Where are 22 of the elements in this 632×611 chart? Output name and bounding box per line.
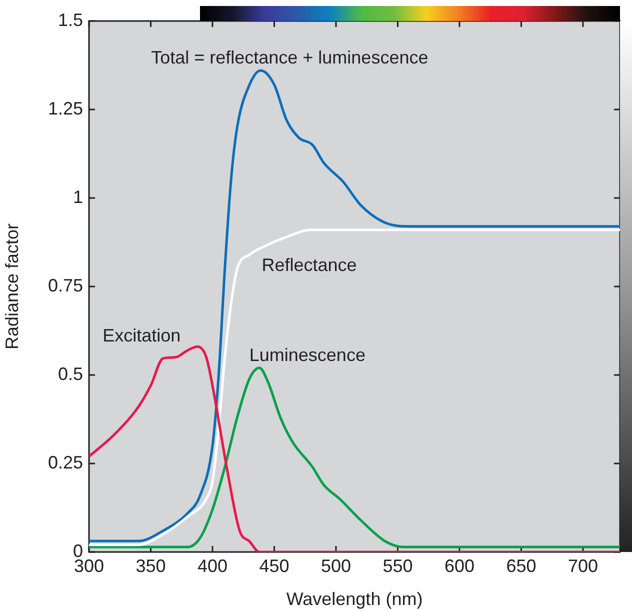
x-tick-label: 650 bbox=[506, 556, 536, 576]
x-tick-label: 400 bbox=[197, 556, 228, 576]
series-label: Excitation bbox=[102, 326, 181, 346]
y-tick-label: 1 bbox=[72, 186, 83, 207]
x-axis-title: Wavelength (nm) bbox=[286, 589, 423, 610]
line-series bbox=[89, 228, 620, 546]
x-tick-label: 350 bbox=[136, 556, 166, 576]
x-tick-label: 450 bbox=[259, 556, 290, 576]
x-tick-label: 550 bbox=[382, 556, 413, 576]
y-tick-label: 1.25 bbox=[48, 98, 83, 118]
y-tick-label: 0.75 bbox=[48, 275, 83, 296]
line-series bbox=[89, 69, 620, 542]
y-axis-title: Radiance factor bbox=[2, 223, 22, 350]
y-tick-label: 0.5 bbox=[58, 364, 83, 384]
series-label: Luminescence bbox=[249, 344, 366, 365]
x-tick-label: 500 bbox=[320, 556, 351, 576]
y-tick-label: 1.5 bbox=[58, 10, 83, 30]
x-tick-label: 600 bbox=[444, 556, 474, 576]
series-label: Reflectance bbox=[262, 254, 357, 275]
series-label: Total = reflectance + luminescence bbox=[151, 48, 428, 68]
y-tick-label: 0.25 bbox=[48, 452, 83, 472]
x-tick-label: 700 bbox=[568, 556, 598, 576]
